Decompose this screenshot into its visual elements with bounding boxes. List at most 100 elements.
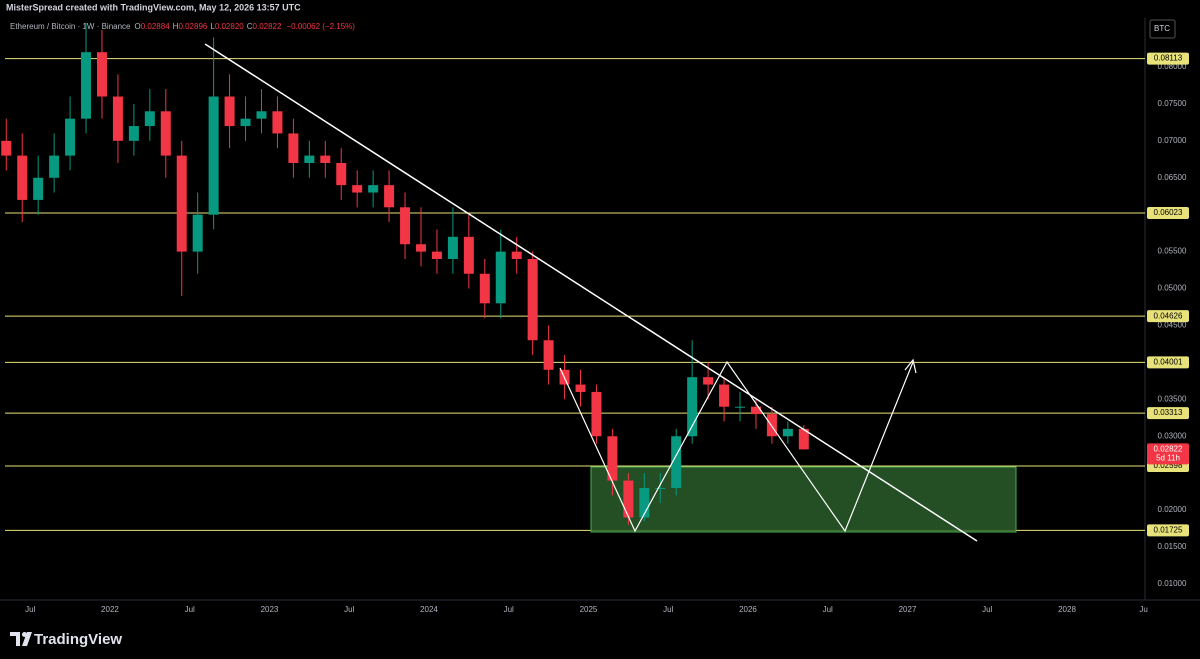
brand: TradingView [34, 631, 122, 648]
level-label: 0.02598 [1154, 461, 1183, 470]
x-tick-label: 2026 [739, 605, 757, 614]
x-tick-label: Jul [25, 605, 35, 614]
level-label: 0.04001 [1154, 357, 1183, 366]
ohlc-value: 0.02822 [253, 22, 282, 31]
candle-body [607, 436, 618, 481]
candle-body [224, 96, 235, 127]
ohlc-label: H [173, 22, 179, 31]
y-tick-label: 0.01000 [1158, 579, 1187, 588]
candle-body [128, 126, 139, 141]
y-tick-label: 0.03500 [1158, 394, 1187, 403]
candle-body [655, 487, 666, 489]
candle-body [256, 111, 267, 119]
candle-body [320, 155, 331, 163]
candle-body [623, 480, 634, 518]
candle-body [160, 111, 171, 156]
level-tag [1147, 206, 1189, 219]
ohlc-value: 0.02896 [178, 22, 207, 31]
brand-logo: TradingView [10, 631, 122, 648]
candle-body [719, 384, 730, 407]
candle-body [766, 414, 777, 437]
axes: 0.08000 0.07500 0.07000 0.06500 0.05500 0.050… [25, 52, 1189, 614]
level-tag [1147, 356, 1189, 369]
candle-body [447, 236, 458, 259]
candle-body [463, 236, 474, 274]
y-tick-label: 0.02000 [1158, 505, 1187, 514]
y-tick-label: 0.05000 [1158, 284, 1187, 293]
y-tick-label: 0.05500 [1158, 247, 1187, 256]
candle-body [639, 487, 650, 518]
y-tick-label: 0.08000 [1158, 62, 1187, 71]
candle-body [575, 384, 586, 392]
x-tick-label: 2028 [1058, 605, 1076, 614]
candle-body [431, 251, 442, 259]
candle-body [208, 96, 219, 215]
x-tick-label: 2025 [580, 605, 598, 614]
candle-body [33, 177, 44, 200]
candle-body [511, 251, 522, 259]
candle-body [368, 185, 379, 193]
candle-body [1, 140, 12, 156]
candle-body [415, 244, 426, 252]
y-tick-label: 0.01500 [1158, 542, 1187, 551]
candle-body [798, 428, 809, 450]
x-tick-label: Ju [1139, 605, 1147, 614]
candle-body [288, 133, 299, 163]
ohlc-label: C [247, 22, 253, 31]
ohlc-label: L [210, 22, 215, 31]
level-tag [1147, 407, 1189, 420]
candle-body [543, 340, 554, 370]
candle-body [240, 118, 251, 127]
x-tick-label: Jul [982, 605, 992, 614]
x-tick-label: Jul [663, 605, 673, 614]
y-tick-label: 0.03000 [1158, 431, 1187, 440]
candle-body [687, 377, 698, 437]
candle-body [384, 185, 395, 208]
candle-body [671, 436, 682, 488]
level-label: 0.04626 [1154, 311, 1183, 320]
candle-body [336, 162, 347, 186]
level-tag [1147, 310, 1189, 323]
candle-body [304, 155, 315, 163]
y-tick-label: 0.04500 [1158, 321, 1187, 330]
candle-body [750, 406, 761, 415]
x-tick-label: 2022 [101, 605, 119, 614]
candle-body [479, 273, 490, 304]
candle-body [495, 251, 506, 304]
candle-body [782, 428, 793, 437]
countdown: 5d 11h [1156, 454, 1180, 463]
candle-body [527, 258, 538, 341]
x-tick-label: 2024 [420, 605, 438, 614]
projection-path [559, 360, 914, 533]
x-tick-label: Jul [344, 605, 354, 614]
candle-body [703, 377, 714, 385]
ohlc-label: O [135, 22, 141, 31]
candles [1, 22, 809, 525]
level-label: 0.08113 [1154, 54, 1183, 63]
candle-body [192, 214, 203, 252]
candle-body [144, 111, 155, 127]
ohlc-value: 0.02884 [141, 22, 170, 31]
x-tick-label: Jul [823, 605, 833, 614]
y-tick-label: 0.06500 [1158, 173, 1187, 182]
last-price-tag [1147, 443, 1189, 465]
candle-body [176, 155, 187, 252]
candle-body [735, 406, 746, 408]
candle-body [400, 207, 411, 245]
level-tag [1147, 52, 1189, 65]
candle-body [112, 96, 123, 141]
author-line: MisterSpread created with TradingView.co… [6, 2, 301, 12]
x-tick-label: 2023 [261, 605, 279, 614]
candle-body [17, 155, 28, 200]
symbol: Ethereum / Bitcoin · 1W · Binance [10, 22, 131, 31]
x-tick-label: Jul [185, 605, 195, 614]
candle-body [591, 391, 602, 437]
candle-body [272, 111, 283, 134]
logo-dot [22, 632, 27, 637]
x-tick-label: Jul [504, 605, 514, 614]
candle-body [49, 155, 60, 178]
demand-zone [590, 466, 1017, 533]
